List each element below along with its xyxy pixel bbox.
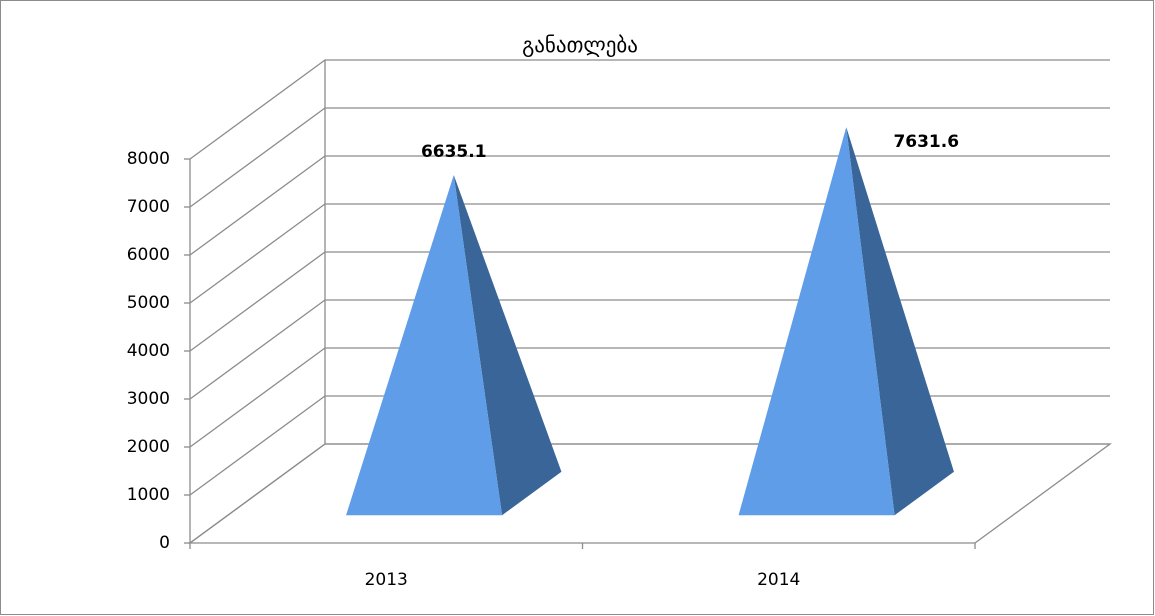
pyramid bbox=[346, 175, 562, 516]
pyramid-front bbox=[738, 127, 895, 516]
y-tick-label: 2000 bbox=[127, 437, 170, 457]
y-tick-label: 0 bbox=[159, 533, 170, 553]
pyramid-side bbox=[846, 127, 954, 516]
x-tick-label: 2014 bbox=[757, 570, 800, 590]
y-tick-label: 8000 bbox=[127, 149, 170, 169]
pyramid-side bbox=[453, 175, 562, 516]
chart-title: განათლება bbox=[522, 33, 638, 57]
grid-line bbox=[189, 107, 1110, 208]
data-label: 7631.6 bbox=[893, 132, 959, 152]
data-label: 6635.1 bbox=[421, 142, 487, 162]
y-tick-label: 4000 bbox=[127, 341, 170, 361]
y-tick-label: 7000 bbox=[127, 197, 170, 217]
y-tick-label: 6000 bbox=[127, 245, 170, 265]
y-tick-label: 5000 bbox=[127, 293, 170, 313]
pyramid bbox=[738, 127, 954, 516]
x-tick-label: 2013 bbox=[365, 570, 408, 590]
y-tick-label: 1000 bbox=[127, 485, 170, 505]
pyramid-front bbox=[346, 175, 503, 516]
y-tick-label: 3000 bbox=[127, 389, 170, 409]
grid-line bbox=[189, 59, 1110, 160]
